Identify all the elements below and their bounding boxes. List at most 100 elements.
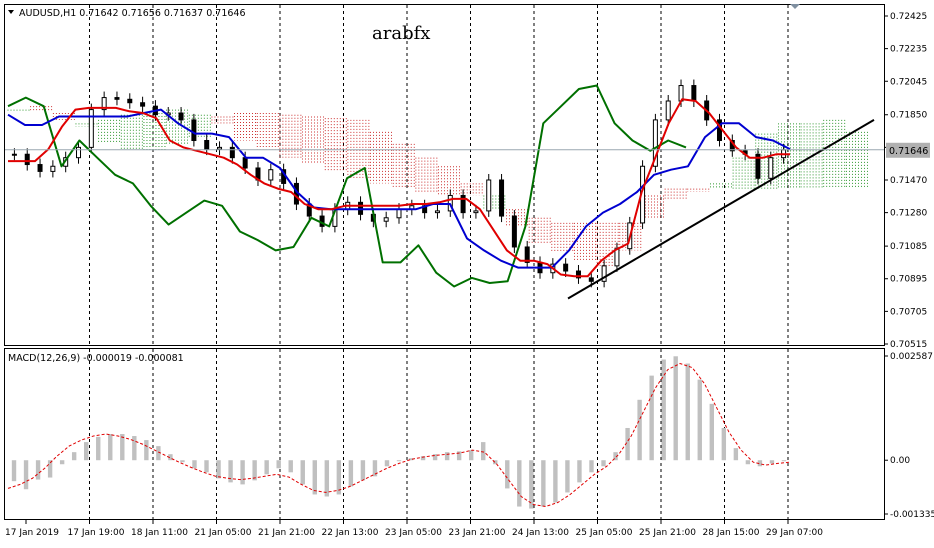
macd-histogram-bar (769, 460, 775, 464)
macd-histogram-bar (336, 460, 342, 495)
current-price-label: 0.71646 (889, 146, 928, 157)
candle-body (614, 248, 620, 267)
macd-series (7, 356, 791, 509)
time-tick-label: 21 Jan 21:00 (258, 528, 315, 538)
macd-axis: 0.002587 0.00 -0.001335 (884, 352, 934, 520)
macd-histogram-bar (565, 460, 570, 493)
macd-histogram-bar (673, 356, 678, 461)
macd-histogram-bar (360, 460, 366, 481)
price-tick-label: 0.71470 (890, 176, 927, 186)
time-tick-label: 17 Jan 2019 (5, 528, 59, 538)
candle-body (499, 179, 505, 217)
macd-histogram-bar (264, 460, 269, 475)
candle-body (191, 119, 197, 142)
chikou-span-line (7, 84, 687, 288)
macd-histogram-bar (71, 452, 77, 461)
macd-histogram-bar (505, 460, 510, 489)
macd-histogram-bar (577, 460, 582, 483)
chevron-down-icon[interactable] (8, 10, 14, 14)
macd-histogram-bar (481, 442, 486, 461)
candle-body (588, 277, 594, 282)
candle-body (691, 85, 697, 102)
macd-histogram-bar (144, 440, 149, 461)
price-tick-label: 0.70895 (890, 275, 927, 285)
candle-body (204, 140, 210, 150)
macd-histogram-bar (384, 460, 390, 467)
macd-histogram-bar (108, 434, 113, 461)
macd-tick-label: -0.001335 (890, 510, 934, 520)
candle-body (601, 265, 607, 282)
macd-histogram-bar (649, 375, 654, 461)
macd-histogram-bar (733, 448, 739, 461)
candle-body (524, 246, 530, 263)
macd-tick-label: 0.00 (890, 456, 910, 466)
price-tick-label: 0.70515 (890, 340, 927, 350)
macd-histogram-bar (84, 442, 89, 461)
candle-body (114, 97, 120, 100)
candle-body (665, 100, 671, 121)
candle-body (50, 165, 56, 172)
tenkan-sen-line (8, 98, 790, 278)
macd-histogram-bar (517, 460, 522, 507)
candle-body (755, 153, 761, 179)
macd-histogram-bar (444, 452, 450, 461)
ichimoku-lines (7, 84, 791, 288)
time-tick-label: 23 Jan 05:00 (385, 528, 442, 538)
macd-histogram-bar (468, 450, 474, 461)
macd-histogram-bar (721, 427, 727, 461)
macd-signal-line (7, 362, 791, 508)
candle-body (460, 194, 466, 214)
time-axis: 17 Jan 2019 17 Jan 19:00 18 Jan 11:00 21 Ja… (5, 520, 823, 538)
candle-body (383, 217, 389, 222)
time-tick-label: 25 Jan 05:00 (576, 528, 633, 538)
macd-tick-label: 0.002587 (890, 352, 933, 362)
candle-body (24, 153, 30, 166)
macd-histogram-bar (276, 460, 281, 469)
macd-histogram-bar (240, 460, 245, 485)
time-tick-label: 25 Jan 21:00 (639, 528, 696, 538)
candle-body (486, 179, 492, 212)
candle-body (768, 157, 774, 179)
macd-histogram-bar (47, 460, 53, 478)
candle-body (575, 270, 581, 279)
candle-body (511, 215, 517, 248)
macd-histogram-bar (180, 460, 185, 463)
shift-marker-icon[interactable] (790, 4, 800, 9)
macd-histogram-bar (372, 460, 378, 477)
time-tick-label: 22 Jan 13:00 (322, 528, 379, 538)
price-tick-label: 0.71085 (890, 242, 927, 252)
macd-histogram-bar (312, 460, 317, 495)
candle-body (88, 109, 94, 148)
price-tick-label: 0.70705 (890, 307, 927, 317)
candle-body (396, 208, 402, 219)
macd-histogram-bar (613, 452, 618, 461)
macd-histogram-bar (456, 451, 462, 461)
macd-histogram-bar (745, 460, 751, 465)
candle-body (127, 98, 133, 104)
macd-histogram-bar (96, 436, 101, 461)
macd-histogram-bar (709, 403, 714, 461)
candle-body (101, 97, 107, 111)
macd-histogram-bar (35, 460, 41, 480)
time-tick-label: 18 Jan 11:00 (131, 528, 188, 538)
macd-histogram-bar (589, 460, 594, 473)
candle-body (229, 146, 235, 159)
macd-histogram-bar (685, 363, 690, 461)
macd-header: MACD(12,26,9) -0.000019 -0.000081 (8, 353, 184, 364)
price-tick-label: 0.72235 (890, 45, 927, 55)
macd-histogram-bar (300, 460, 305, 485)
candle-body (11, 153, 17, 156)
macd-histogram-bar (637, 399, 642, 461)
macd-histogram-bar (59, 460, 65, 465)
macd-histogram-bar (601, 460, 606, 467)
macd-histogram-bar (120, 434, 125, 461)
macd-histogram-bar (288, 460, 293, 473)
macd-histogram-bar (757, 460, 763, 467)
time-tick-label: 29 Jan 07:00 (766, 528, 823, 538)
price-axis: 0.724250.722350.720450.718500.716600.714… (884, 12, 927, 350)
symbol-header: AUDUSD,H1 0.71642 0.71656 0.71637 0.7164… (19, 8, 246, 19)
price-tick-label: 0.71850 (890, 111, 927, 121)
candle-body (242, 157, 248, 169)
